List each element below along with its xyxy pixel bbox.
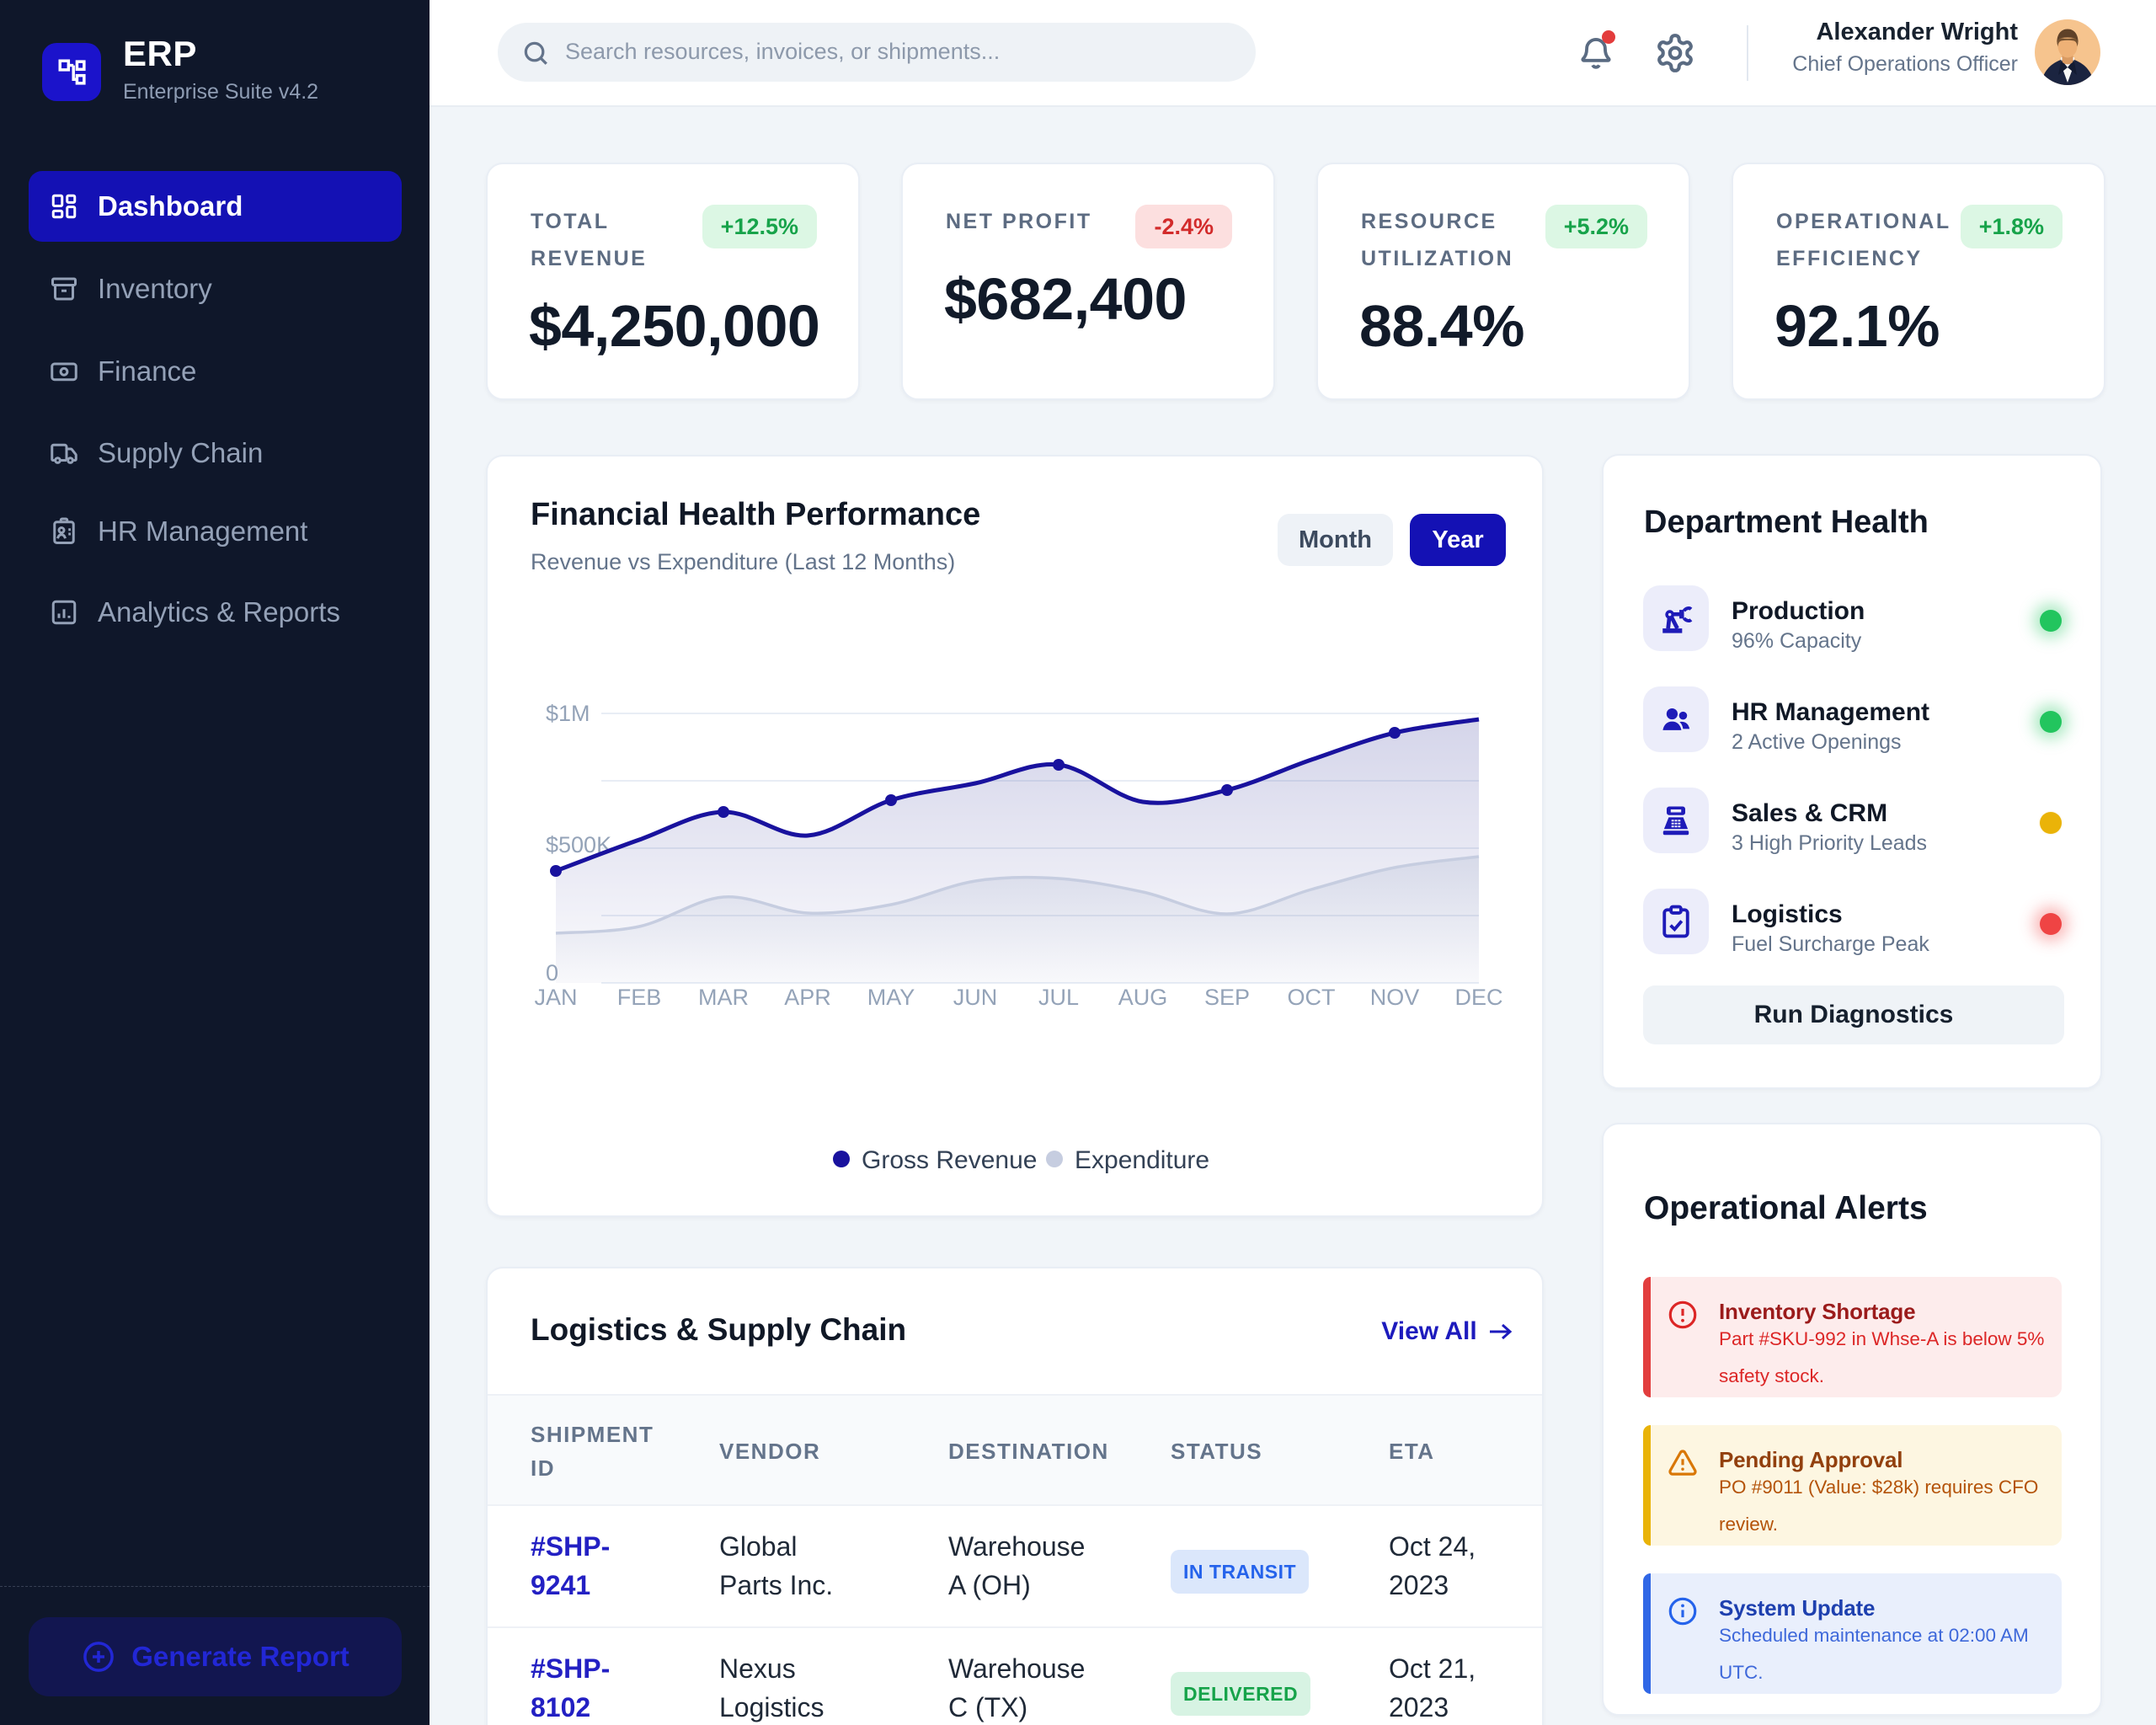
svg-text:OCT: OCT	[1288, 985, 1336, 1010]
svg-text:FEB: FEB	[617, 985, 662, 1010]
svg-text:0: 0	[546, 960, 558, 985]
svg-text:Expenditure: Expenditure	[1075, 1146, 1209, 1174]
svg-text:MAR: MAR	[698, 985, 749, 1010]
svg-text:JUL: JUL	[1038, 985, 1079, 1010]
svg-text:AUG: AUG	[1118, 985, 1168, 1010]
svg-text:DEC: DEC	[1454, 985, 1502, 1010]
svg-text:$1M: $1M	[546, 701, 590, 726]
svg-text:MAY: MAY	[867, 985, 915, 1010]
svg-text:APR: APR	[784, 985, 831, 1010]
svg-text:NOV: NOV	[1370, 985, 1420, 1010]
svg-text:Gross Revenue: Gross Revenue	[862, 1146, 1037, 1174]
svg-text:JUN: JUN	[953, 985, 998, 1010]
svg-text:SEP: SEP	[1204, 985, 1250, 1010]
svg-text:JAN: JAN	[534, 985, 577, 1010]
